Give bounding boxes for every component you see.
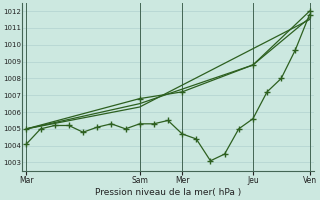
X-axis label: Pression niveau de la mer( hPa ): Pression niveau de la mer( hPa )	[95, 188, 241, 197]
